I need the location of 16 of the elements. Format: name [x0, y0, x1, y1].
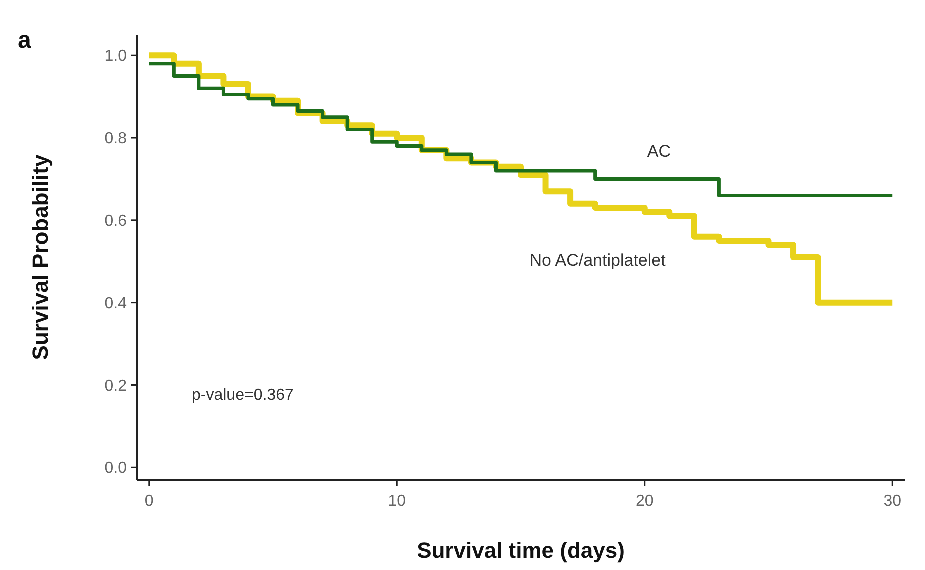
y-tick-label: 0.4 [104, 295, 128, 312]
series-label: AC [647, 142, 672, 162]
y-tick-label: 1.0 [104, 48, 128, 66]
x-tick-label: 30 [884, 493, 902, 510]
x-tick-label: 10 [388, 493, 406, 510]
x-tick-label: 20 [636, 493, 654, 510]
text: a [18, 27, 32, 54]
x-axis-title: Survival time (days) [417, 538, 625, 563]
y-axis-title: Survival Probability [28, 154, 53, 360]
y-tick-label: 0.0 [104, 460, 128, 478]
y-tick-label: 0.8 [104, 130, 128, 148]
series-label: No AC/antiplatelet [530, 251, 666, 270]
y-tick-label: 0.6 [104, 213, 128, 230]
y-tick-label: 0.2 [104, 378, 128, 395]
annotation: p-value=0.367 [192, 387, 294, 404]
x-tick-label: 0 [144, 493, 154, 510]
